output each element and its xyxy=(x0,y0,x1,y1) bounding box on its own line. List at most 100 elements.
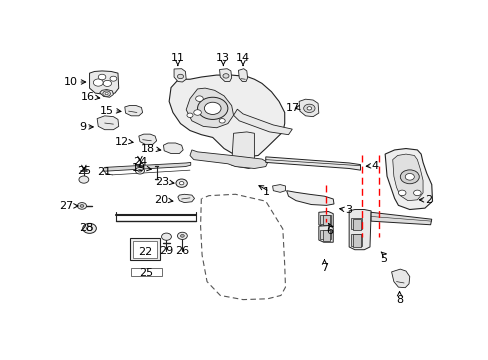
Polygon shape xyxy=(139,134,156,144)
Bar xyxy=(352,234,361,247)
Text: 10: 10 xyxy=(64,77,78,87)
Polygon shape xyxy=(391,269,409,288)
Circle shape xyxy=(77,203,86,209)
Text: 3: 3 xyxy=(345,204,352,215)
Circle shape xyxy=(110,76,117,81)
Text: 27: 27 xyxy=(59,201,73,211)
Circle shape xyxy=(98,74,105,80)
Circle shape xyxy=(93,79,103,86)
Circle shape xyxy=(86,226,92,231)
Text: 13: 13 xyxy=(216,53,230,63)
Polygon shape xyxy=(97,116,119,130)
Circle shape xyxy=(398,190,405,195)
Polygon shape xyxy=(286,191,333,205)
Text: 2: 2 xyxy=(424,195,431,205)
Circle shape xyxy=(138,169,142,172)
Text: 9: 9 xyxy=(79,122,86,132)
Bar xyxy=(320,215,330,224)
Polygon shape xyxy=(100,90,113,97)
Text: 16: 16 xyxy=(81,92,94,102)
Polygon shape xyxy=(238,69,247,81)
Polygon shape xyxy=(231,132,254,168)
Text: 5: 5 xyxy=(379,254,386,264)
Circle shape xyxy=(80,204,84,207)
Text: 20: 20 xyxy=(154,195,168,205)
Text: 6: 6 xyxy=(326,226,333,236)
Bar xyxy=(350,219,361,229)
Text: 1: 1 xyxy=(262,186,269,197)
Polygon shape xyxy=(174,69,186,82)
Text: 11: 11 xyxy=(170,53,184,63)
Polygon shape xyxy=(186,88,233,128)
Text: 25: 25 xyxy=(139,268,153,278)
Circle shape xyxy=(135,167,144,174)
Polygon shape xyxy=(272,185,285,192)
Circle shape xyxy=(400,170,418,184)
Polygon shape xyxy=(169,75,284,157)
Polygon shape xyxy=(189,150,267,168)
Circle shape xyxy=(413,190,420,195)
Bar xyxy=(131,268,161,276)
Circle shape xyxy=(405,174,413,180)
Text: 4: 4 xyxy=(371,161,378,171)
Bar xyxy=(350,234,361,246)
Text: 29: 29 xyxy=(159,246,173,256)
Text: 18: 18 xyxy=(141,144,155,154)
Polygon shape xyxy=(233,109,292,135)
Circle shape xyxy=(219,118,225,123)
Polygon shape xyxy=(318,226,332,242)
Polygon shape xyxy=(163,143,183,153)
Polygon shape xyxy=(219,69,231,81)
Polygon shape xyxy=(89,71,119,94)
Circle shape xyxy=(306,107,311,110)
Bar xyxy=(323,230,329,240)
Text: 15: 15 xyxy=(100,105,114,116)
Circle shape xyxy=(223,74,228,78)
Text: 26: 26 xyxy=(175,246,189,256)
Circle shape xyxy=(79,176,89,183)
Bar xyxy=(133,240,156,258)
Circle shape xyxy=(177,74,183,79)
Polygon shape xyxy=(265,157,360,170)
Polygon shape xyxy=(385,149,432,210)
Circle shape xyxy=(180,234,184,237)
Text: 12: 12 xyxy=(114,136,128,147)
Text: 24: 24 xyxy=(133,157,147,167)
Text: 25: 25 xyxy=(77,166,91,176)
Circle shape xyxy=(179,181,183,185)
Polygon shape xyxy=(178,194,194,203)
Text: 17: 17 xyxy=(285,103,299,113)
Circle shape xyxy=(82,223,96,233)
Text: 21: 21 xyxy=(97,167,111,177)
Polygon shape xyxy=(370,212,431,225)
Polygon shape xyxy=(348,210,370,250)
Text: 22: 22 xyxy=(138,247,152,257)
Bar xyxy=(323,215,329,225)
Circle shape xyxy=(103,80,111,86)
Circle shape xyxy=(197,97,227,120)
Circle shape xyxy=(176,179,187,187)
Polygon shape xyxy=(392,154,422,201)
Circle shape xyxy=(161,233,171,240)
Text: 7: 7 xyxy=(320,263,327,273)
Bar xyxy=(320,230,330,239)
Circle shape xyxy=(195,96,203,102)
Circle shape xyxy=(303,104,314,112)
Polygon shape xyxy=(103,162,190,171)
Circle shape xyxy=(102,91,110,96)
Circle shape xyxy=(186,113,193,117)
Circle shape xyxy=(177,232,187,239)
Polygon shape xyxy=(124,105,142,116)
Text: 14: 14 xyxy=(236,53,249,63)
Bar xyxy=(130,238,159,260)
Text: 23: 23 xyxy=(155,177,169,187)
Polygon shape xyxy=(318,211,332,227)
Polygon shape xyxy=(299,99,318,117)
Text: 19: 19 xyxy=(132,163,146,174)
Circle shape xyxy=(193,110,201,115)
Text: 28: 28 xyxy=(79,223,93,233)
Circle shape xyxy=(105,93,108,95)
Text: 8: 8 xyxy=(395,296,402,305)
Circle shape xyxy=(204,102,221,114)
Bar xyxy=(352,219,361,230)
